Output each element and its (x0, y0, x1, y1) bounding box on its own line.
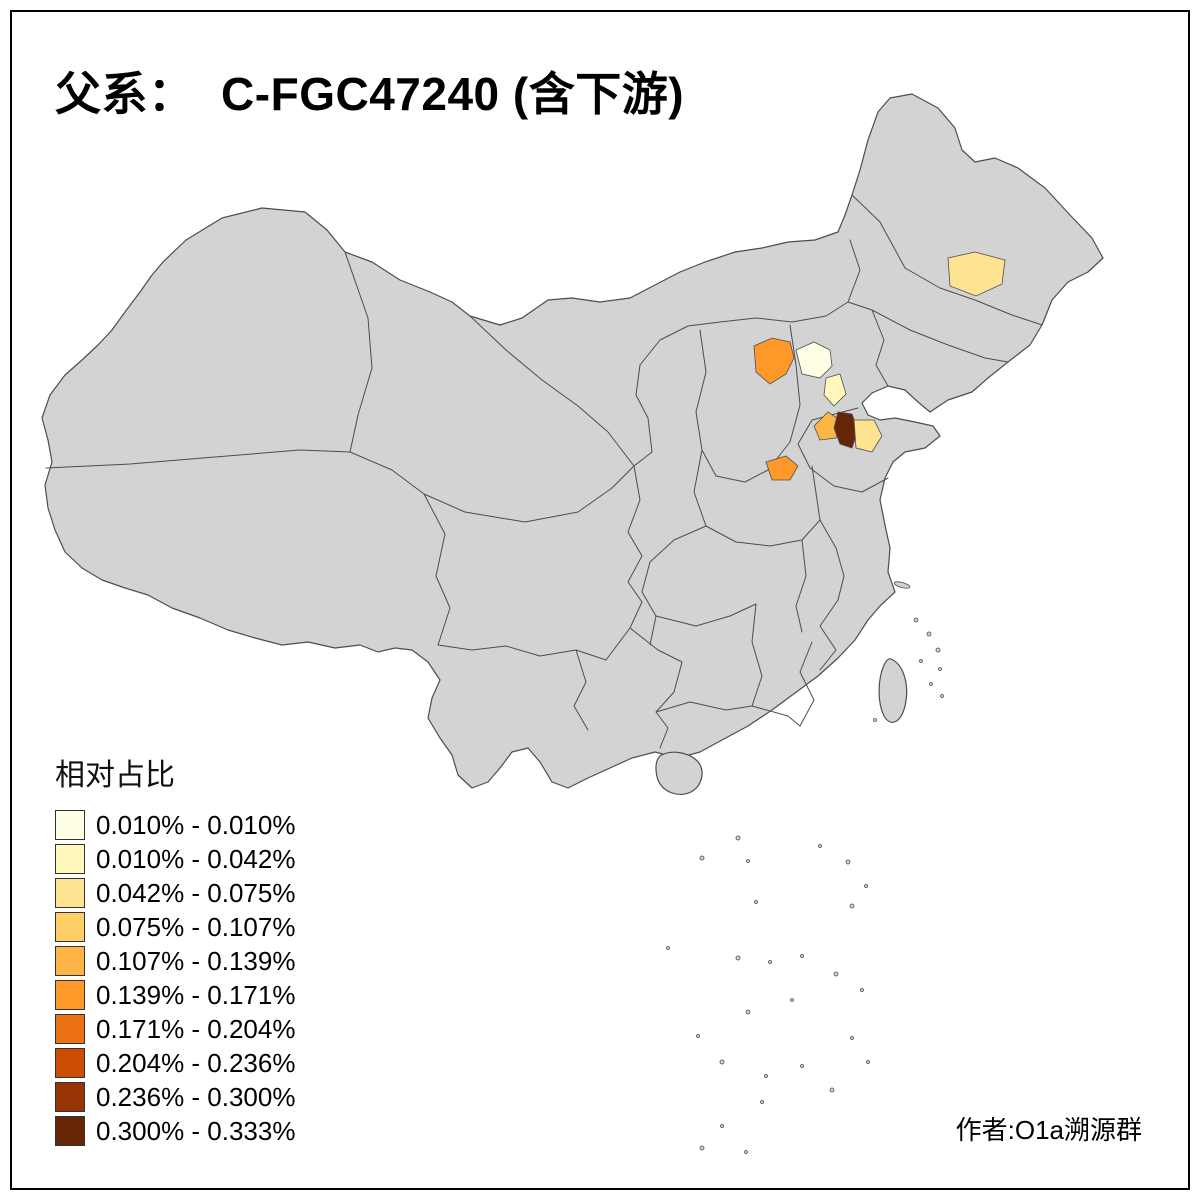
china-mainland-shape (41, 93, 1104, 789)
legend-item: 0.042% - 0.075% (55, 876, 295, 910)
highlighted-region (753, 337, 795, 385)
legend-item: 0.010% - 0.042% (55, 842, 295, 876)
legend-title: 相对占比 (55, 759, 175, 792)
legend-item: 0.075% - 0.107% (55, 910, 295, 944)
legend-item: 0.236% - 0.300% (55, 1080, 295, 1114)
legend-swatch (55, 1048, 85, 1078)
legend-item: 0.171% - 0.204% (55, 1012, 295, 1046)
taiwan-island (878, 658, 908, 723)
legend-label: 0.010% - 0.042% (96, 843, 296, 874)
legend-label: 0.171% - 0.204% (96, 1013, 296, 1044)
legend-label: 0.107% - 0.139% (96, 945, 296, 976)
legend-label: 0.010% - 0.010% (96, 809, 296, 840)
legend-item: 0.300% - 0.333% (55, 1114, 295, 1148)
legend-swatch (55, 1082, 85, 1112)
highlighted-region (823, 373, 847, 407)
legend-swatch (55, 810, 85, 840)
small-islands (666, 617, 944, 1154)
legend-swatch (55, 912, 85, 942)
legend-swatch (55, 1014, 85, 1044)
highlighted-regions (753, 251, 1006, 481)
author-credit: 作者:O1a溯源群 (955, 1115, 1142, 1145)
legend-item: 0.010% - 0.010% (55, 808, 295, 842)
legend-label: 0.300% - 0.333% (96, 1115, 296, 1146)
chongming-island (893, 581, 911, 589)
legend-swatch (55, 1116, 85, 1146)
legend-swatch (55, 844, 85, 874)
legend-label: 0.075% - 0.107% (96, 911, 296, 942)
legend-item: 0.107% - 0.139% (55, 944, 295, 978)
highlighted-region (833, 411, 859, 449)
legend-swatch (55, 980, 85, 1010)
legend: 相对占比 0.010% - 0.010% 0.010% - 0.042% 0.0… (55, 750, 295, 1148)
highlighted-region (853, 419, 883, 453)
map-title: 父系： C-FGC47240 (含下游) (55, 68, 685, 120)
legend-swatch (55, 878, 85, 908)
highlighted-region (765, 455, 799, 481)
legend-item: 0.139% - 0.171% (55, 978, 295, 1012)
highlighted-region (795, 341, 833, 379)
hainan-island (655, 751, 703, 795)
legend-swatch (55, 946, 85, 976)
legend-label: 0.139% - 0.171% (96, 979, 296, 1010)
legend-label: 0.042% - 0.075% (96, 877, 296, 908)
legend-label: 0.236% - 0.300% (96, 1081, 296, 1112)
legend-label: 0.204% - 0.236% (96, 1047, 296, 1078)
legend-item: 0.204% - 0.236% (55, 1046, 295, 1080)
province-borders (45, 194, 1043, 749)
highlighted-region (947, 251, 1006, 297)
